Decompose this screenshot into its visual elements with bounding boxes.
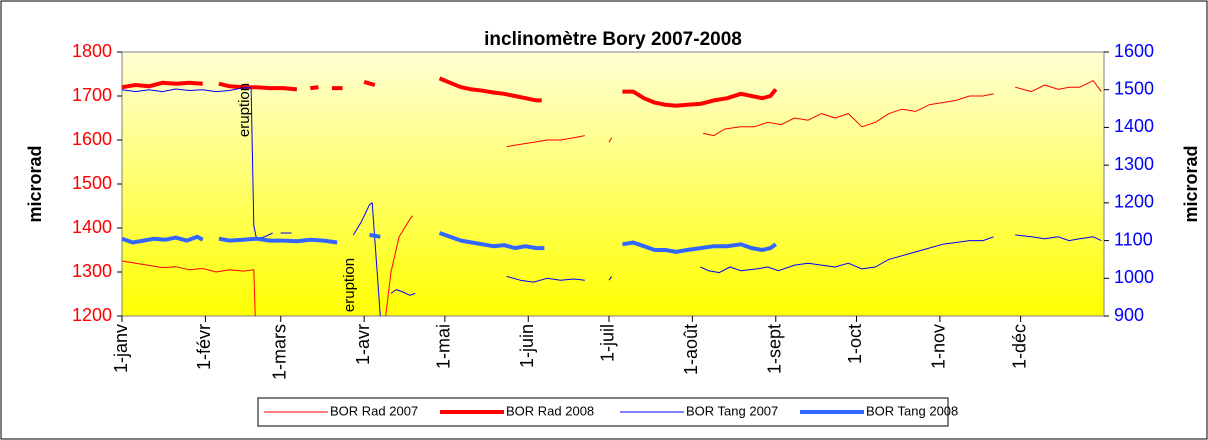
y2-tick-label: 1300 (1114, 154, 1154, 174)
legend-label: BOR Tang 2007 (686, 403, 778, 418)
x-tick-label: 1-juin (517, 324, 537, 368)
annotation: eruption (236, 83, 253, 137)
x-tick-label: 1-avr (353, 324, 373, 365)
y2-tick-label: 1100 (1114, 229, 1153, 249)
legend-label: BOR Rad 2008 (506, 403, 594, 418)
y-tick-label: 1600 (72, 129, 112, 149)
x-tick-label: 1-déc (1009, 324, 1029, 369)
y2-tick-label: 900 (1114, 305, 1144, 325)
series-line (121, 231, 777, 254)
legend-label: BOR Rad 2007 (330, 403, 418, 418)
x-tick-label: 1-juil (598, 324, 618, 362)
x-tick-label: 1-août (681, 324, 701, 375)
x-tick-label: 1-oct (845, 324, 865, 364)
y-tick-label: 1300 (72, 261, 112, 281)
chart-title: inclinomètre Bory 2007-2008 (484, 29, 742, 50)
y-tick-label: 1500 (72, 173, 112, 193)
x-tick-label: 1-mai (434, 324, 454, 369)
y2-axis-label: microrad (1181, 145, 1201, 222)
y2-tick-label: 1600 (1114, 41, 1154, 61)
legend-label: BOR Tang 2008 (866, 403, 958, 418)
y2-tick-label: 1000 (1114, 267, 1154, 287)
y-tick-label: 1200 (72, 305, 112, 325)
x-tick-label: 1-janv (111, 324, 131, 373)
x-tick-label: 1-sept (765, 324, 785, 374)
y-tick-label: 1800 (72, 41, 112, 61)
series-line (121, 80, 1102, 317)
plot-area (121, 51, 1105, 317)
x-tick-label: 1-févr (194, 324, 214, 370)
x-tick-label: 1-nov (929, 324, 949, 369)
x-tick-label: 1-mars (269, 324, 289, 380)
y-tick-label: 1700 (72, 85, 112, 105)
series-line (121, 76, 778, 108)
y2-tick-label: 1500 (1114, 78, 1154, 98)
annotation: eruption (341, 258, 358, 312)
series-line (121, 87, 1102, 317)
y-tick-label: 1400 (72, 217, 112, 237)
y-axis-label: microrad (25, 145, 45, 222)
y2-tick-label: 1400 (1114, 116, 1154, 136)
y2-tick-label: 1200 (1114, 192, 1154, 212)
